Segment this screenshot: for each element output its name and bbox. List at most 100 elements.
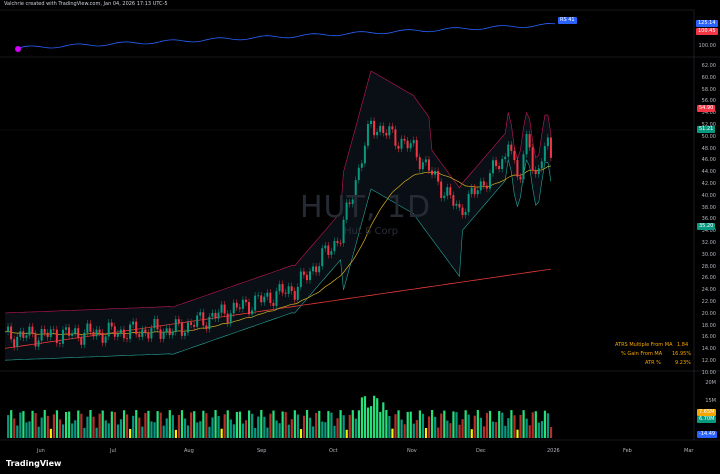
candle-body bbox=[116, 333, 119, 337]
candle-body bbox=[77, 328, 80, 338]
volume-bar bbox=[531, 412, 534, 438]
tradingview-logo: TradingView bbox=[6, 459, 62, 468]
volume-bar bbox=[525, 418, 528, 438]
candle-body bbox=[241, 299, 244, 309]
volume-bar bbox=[159, 412, 162, 438]
volume-bar bbox=[388, 416, 391, 438]
candle-body bbox=[452, 195, 455, 206]
price-axis-label: 24.00 bbox=[701, 287, 716, 294]
candle-body bbox=[488, 173, 491, 189]
volume-bar bbox=[171, 415, 174, 438]
volume-bar bbox=[266, 427, 269, 438]
volume-bar bbox=[16, 425, 19, 438]
stat-value-atrs: 1.84 bbox=[677, 342, 689, 348]
candle-body bbox=[293, 290, 296, 300]
volume-bar bbox=[440, 413, 443, 438]
volume-bar bbox=[257, 416, 260, 438]
volume-bar bbox=[196, 422, 199, 438]
volume-bar bbox=[183, 418, 187, 438]
volume-bar bbox=[180, 410, 184, 438]
volume-bar bbox=[46, 415, 49, 438]
volume-bar bbox=[406, 411, 409, 438]
volume-bar bbox=[302, 415, 306, 438]
price-axis-label: 62.00 bbox=[701, 63, 716, 69]
candle-body bbox=[153, 319, 156, 329]
date-sep: Sep bbox=[257, 448, 267, 454]
candle-body bbox=[110, 322, 113, 327]
volume-bar bbox=[147, 410, 150, 438]
volume-bar bbox=[351, 410, 354, 438]
volume-bar bbox=[132, 415, 135, 438]
candle-body bbox=[421, 162, 424, 170]
candle-body bbox=[65, 327, 67, 330]
candle-body bbox=[95, 329, 98, 337]
candle-body bbox=[370, 120, 372, 125]
rs-badge: RS 41 bbox=[558, 17, 577, 24]
volume-bar bbox=[479, 417, 482, 438]
candle-body bbox=[40, 328, 43, 341]
candle-body bbox=[296, 286, 299, 300]
volume-bar bbox=[342, 415, 345, 438]
volume-bar bbox=[461, 419, 464, 438]
volume-bar bbox=[513, 415, 516, 438]
candle-body bbox=[10, 326, 13, 340]
volume-bar bbox=[95, 427, 98, 438]
candle-body bbox=[107, 322, 110, 337]
candle-body bbox=[531, 147, 534, 171]
volume-bar bbox=[65, 411, 68, 438]
price-badge-lower-band: 35.20 bbox=[697, 223, 716, 230]
volume-bar bbox=[113, 412, 116, 438]
candle-body bbox=[549, 137, 552, 158]
volume-bar bbox=[40, 417, 43, 438]
price-axis-label: 44.00 bbox=[701, 169, 716, 176]
volume-bar bbox=[43, 410, 46, 438]
volume-bar bbox=[376, 398, 379, 438]
volume-bar bbox=[427, 416, 431, 438]
volume-bar bbox=[458, 424, 461, 438]
volume-bar bbox=[141, 426, 144, 438]
candle-body bbox=[528, 134, 531, 148]
volume-bar bbox=[205, 413, 208, 438]
volume-bar bbox=[150, 421, 153, 438]
candle-body bbox=[31, 326, 34, 334]
candle-body bbox=[217, 312, 220, 319]
volume-bar bbox=[229, 419, 232, 438]
volume-bar bbox=[92, 416, 95, 438]
volume-bar bbox=[281, 411, 284, 438]
price-axis-label: 42.00 bbox=[701, 181, 716, 187]
volume-bar bbox=[7, 415, 10, 438]
candle-body bbox=[199, 312, 202, 316]
candle-body bbox=[43, 328, 46, 333]
candle-body bbox=[177, 319, 180, 323]
volume-bar bbox=[318, 410, 321, 438]
price-axis-label: 12.00 bbox=[701, 358, 716, 364]
candle-body bbox=[519, 176, 522, 180]
volume-bar bbox=[385, 410, 388, 438]
bollinger-band-fill bbox=[5, 70, 551, 361]
candle-body bbox=[397, 145, 400, 149]
volume-bar bbox=[495, 422, 498, 438]
volume-bar bbox=[86, 416, 89, 438]
candle-body bbox=[55, 329, 58, 344]
candle-body bbox=[415, 140, 418, 158]
volume-bar bbox=[83, 427, 86, 438]
volume-bar bbox=[516, 429, 519, 438]
volume-bar bbox=[370, 406, 373, 438]
candle-body bbox=[379, 125, 382, 132]
candle-body bbox=[302, 271, 305, 275]
volume-bar bbox=[449, 423, 452, 438]
candle-body bbox=[144, 329, 147, 333]
candle-body bbox=[315, 266, 318, 273]
volume-bar bbox=[19, 412, 22, 438]
volume-bar bbox=[107, 423, 110, 438]
bollinger-lower-line bbox=[4, 159, 552, 361]
volume-bar bbox=[421, 413, 425, 438]
volume-bar bbox=[488, 410, 492, 438]
volume-bar bbox=[312, 426, 315, 438]
candle-body bbox=[406, 140, 409, 149]
price-axis-label: 10.00 bbox=[701, 369, 716, 376]
stat-value-atr: 9.23% bbox=[675, 360, 691, 366]
candle-body bbox=[129, 324, 132, 339]
